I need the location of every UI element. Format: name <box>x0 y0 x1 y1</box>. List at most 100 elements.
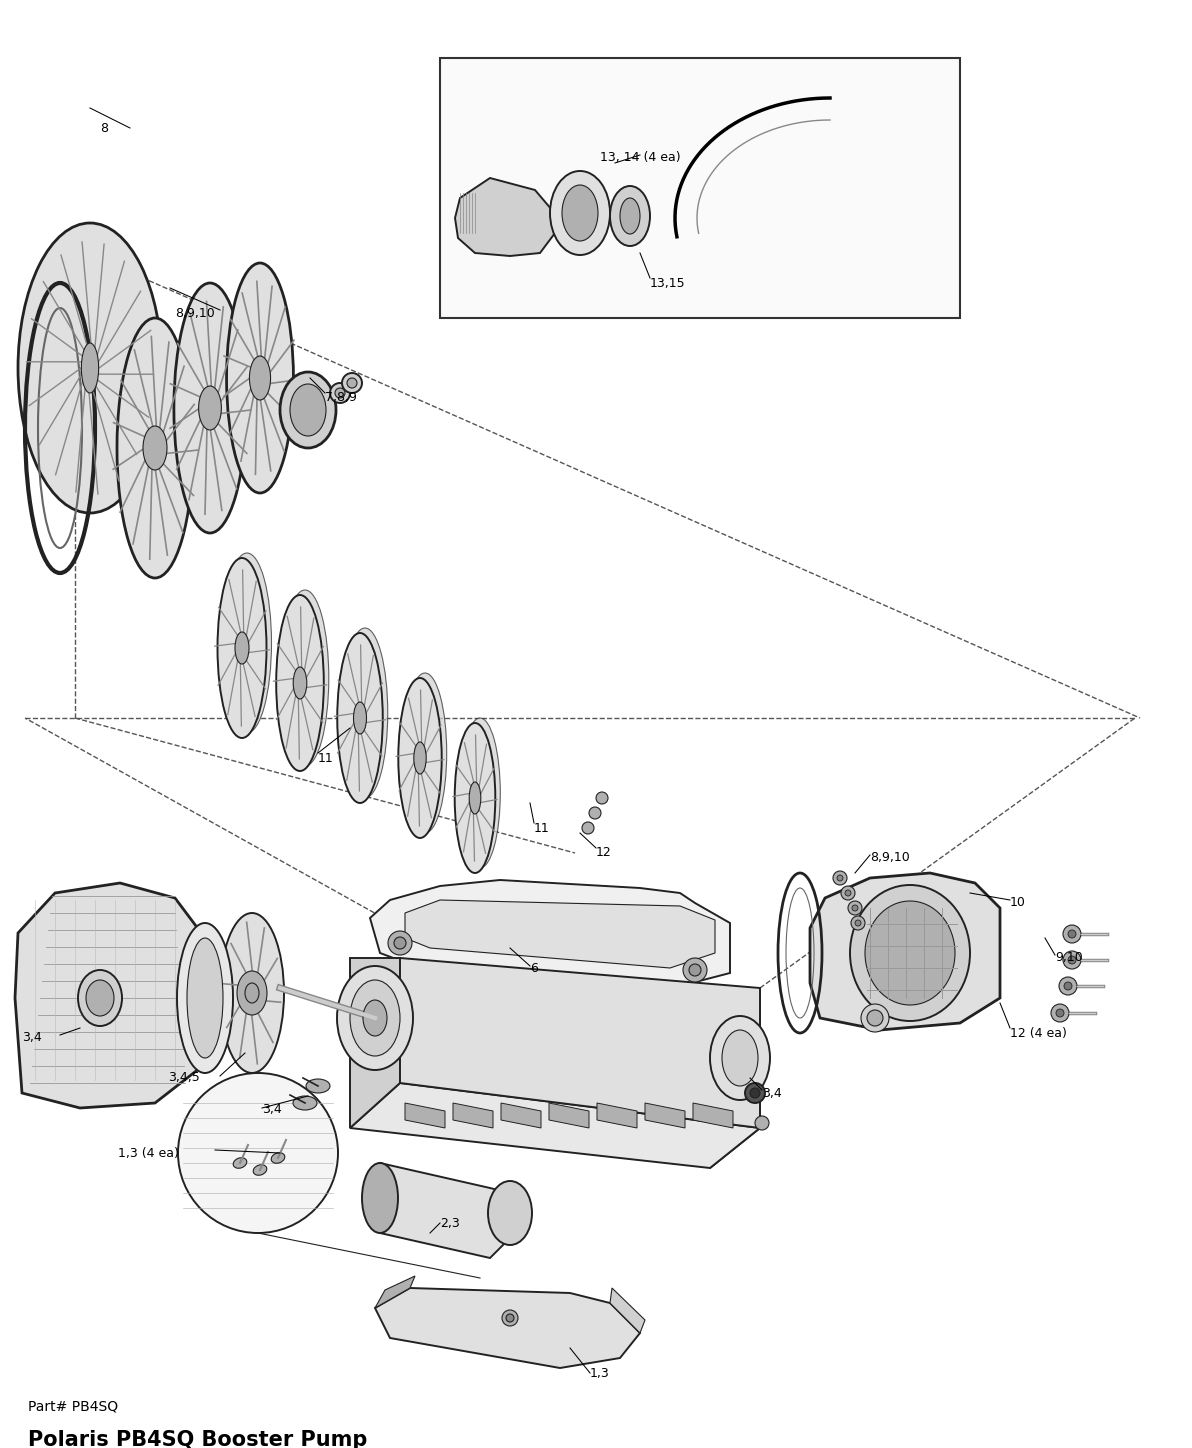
Polygon shape <box>380 1163 510 1258</box>
Ellipse shape <box>460 718 501 867</box>
Bar <box>440 58 960 319</box>
Circle shape <box>845 891 851 896</box>
Circle shape <box>505 1313 514 1322</box>
Text: 11: 11 <box>318 752 334 765</box>
Ellipse shape <box>77 970 122 1027</box>
Ellipse shape <box>470 782 480 814</box>
Ellipse shape <box>280 372 336 447</box>
Ellipse shape <box>226 264 293 492</box>
Ellipse shape <box>217 557 267 738</box>
Ellipse shape <box>354 702 366 734</box>
Text: 6: 6 <box>530 961 538 975</box>
Polygon shape <box>375 1276 415 1308</box>
Circle shape <box>335 388 344 398</box>
Polygon shape <box>597 1103 637 1128</box>
Circle shape <box>395 937 406 948</box>
Circle shape <box>842 886 855 901</box>
Text: 8,9,10: 8,9,10 <box>175 307 215 320</box>
Ellipse shape <box>337 966 412 1070</box>
Circle shape <box>833 872 848 885</box>
Ellipse shape <box>293 668 306 699</box>
Text: Part# PB4SQ: Part# PB4SQ <box>27 1400 118 1415</box>
Polygon shape <box>350 959 401 1128</box>
Polygon shape <box>350 1083 760 1169</box>
Polygon shape <box>455 178 555 256</box>
Circle shape <box>347 378 356 388</box>
Ellipse shape <box>290 384 325 436</box>
Ellipse shape <box>176 922 232 1073</box>
Ellipse shape <box>350 980 401 1056</box>
Circle shape <box>1068 956 1076 964</box>
Circle shape <box>178 1073 339 1234</box>
Ellipse shape <box>414 741 427 775</box>
Text: 13, 14 (4 ea): 13, 14 (4 ea) <box>600 152 681 165</box>
Ellipse shape <box>710 1016 770 1100</box>
Text: 7,8,9: 7,8,9 <box>325 391 356 404</box>
Text: 3,4,5: 3,4,5 <box>168 1072 200 1085</box>
Ellipse shape <box>277 595 324 770</box>
Ellipse shape <box>488 1182 532 1245</box>
Circle shape <box>683 959 707 982</box>
Circle shape <box>502 1310 519 1326</box>
Polygon shape <box>375 1289 640 1368</box>
Ellipse shape <box>223 553 272 733</box>
Text: 3,4: 3,4 <box>262 1103 281 1116</box>
Ellipse shape <box>403 673 447 833</box>
Ellipse shape <box>398 678 442 838</box>
Polygon shape <box>501 1103 541 1128</box>
Text: Polaris PB4SQ Booster Pump: Polaris PB4SQ Booster Pump <box>27 1431 367 1448</box>
Text: 9,10: 9,10 <box>1055 951 1082 964</box>
Text: 3,4: 3,4 <box>762 1086 782 1099</box>
Ellipse shape <box>550 171 610 255</box>
Circle shape <box>867 1011 883 1027</box>
Ellipse shape <box>337 633 383 804</box>
Ellipse shape <box>249 356 271 400</box>
Text: 13,15: 13,15 <box>650 277 685 290</box>
Circle shape <box>855 919 861 927</box>
Ellipse shape <box>18 223 162 513</box>
Text: 1,3: 1,3 <box>590 1367 610 1380</box>
Ellipse shape <box>620 198 640 235</box>
Circle shape <box>837 875 843 880</box>
Ellipse shape <box>253 1164 267 1176</box>
Text: 8,9,10: 8,9,10 <box>870 851 909 864</box>
Ellipse shape <box>235 631 249 665</box>
Ellipse shape <box>293 1096 317 1111</box>
Text: 3,4: 3,4 <box>21 1031 42 1044</box>
Ellipse shape <box>362 1163 398 1234</box>
Circle shape <box>1068 930 1076 938</box>
Ellipse shape <box>174 282 246 533</box>
Ellipse shape <box>364 1001 387 1035</box>
Circle shape <box>1056 1009 1064 1016</box>
Ellipse shape <box>281 589 329 766</box>
Ellipse shape <box>143 426 167 471</box>
Circle shape <box>330 384 350 403</box>
Text: 12 (4 ea): 12 (4 ea) <box>1010 1027 1067 1040</box>
Ellipse shape <box>234 1158 247 1169</box>
Text: 12: 12 <box>596 847 611 860</box>
Circle shape <box>596 792 608 804</box>
Circle shape <box>750 1087 760 1098</box>
Circle shape <box>389 931 412 956</box>
Ellipse shape <box>610 185 650 246</box>
Ellipse shape <box>187 938 223 1058</box>
Ellipse shape <box>454 723 496 873</box>
Polygon shape <box>645 1103 685 1128</box>
Polygon shape <box>405 1103 445 1128</box>
Polygon shape <box>453 1103 493 1128</box>
Circle shape <box>342 374 362 392</box>
Circle shape <box>1063 925 1081 943</box>
Ellipse shape <box>850 885 970 1021</box>
Circle shape <box>755 1116 769 1129</box>
Ellipse shape <box>221 914 284 1073</box>
Circle shape <box>848 901 862 915</box>
Polygon shape <box>15 883 210 1108</box>
Circle shape <box>1051 1003 1069 1022</box>
Polygon shape <box>370 880 730 986</box>
Circle shape <box>1063 951 1081 969</box>
Ellipse shape <box>237 972 267 1015</box>
Text: 2,3: 2,3 <box>440 1216 460 1229</box>
Ellipse shape <box>722 1030 758 1086</box>
Circle shape <box>589 807 601 820</box>
Polygon shape <box>811 873 1000 1030</box>
